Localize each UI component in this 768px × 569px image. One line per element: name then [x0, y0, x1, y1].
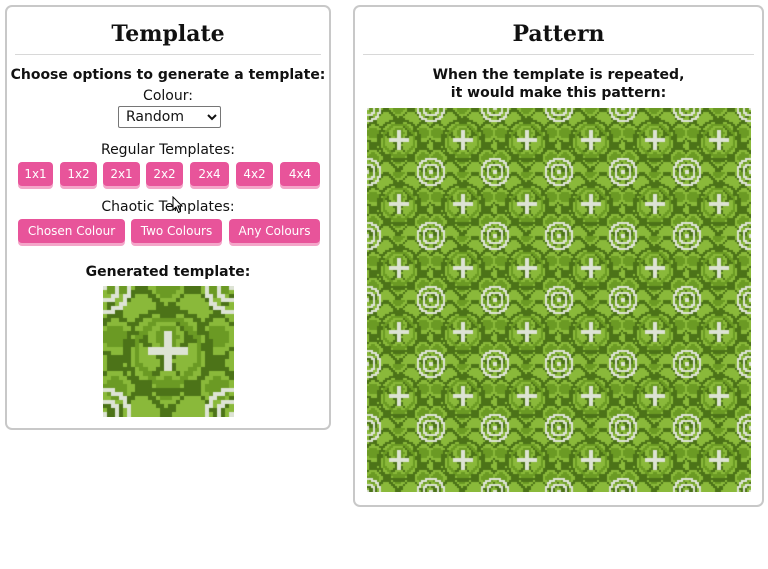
title-divider	[363, 54, 754, 55]
mouse-pointer-icon	[172, 196, 184, 214]
generated-template-label: Generated template:	[85, 264, 251, 280]
template-title: Template	[111, 21, 225, 47]
chaotic-templates-label: Chaotic Templates:	[101, 199, 235, 215]
regular-4x4-button[interactable]: 4x4	[280, 162, 320, 186]
regular-1x1-button[interactable]: 1x1	[18, 162, 53, 186]
regular-2x1-button[interactable]: 2x1	[103, 162, 140, 186]
pattern-caption-line1: When the template is repeated,	[432, 67, 685, 83]
pattern-image	[367, 108, 751, 492]
colour-label: Colour:	[143, 88, 193, 104]
regular-2x4-button[interactable]: 2x4	[190, 162, 229, 186]
regular-2x2-button[interactable]: 2x2	[146, 162, 183, 186]
instructions-text: Choose options to generate a template:	[10, 67, 326, 83]
regular-templates-label: Regular Templates:	[100, 142, 236, 158]
chaotic-any-colours-button[interactable]: Any Colours	[229, 219, 320, 243]
generated-template-image	[103, 286, 234, 417]
regular-1x2-button[interactable]: 1x2	[60, 162, 97, 186]
pattern-title: Pattern	[512, 21, 605, 47]
regular-4x2-button[interactable]: 4x2	[236, 162, 273, 186]
chaotic-two-colours-button[interactable]: Two Colours	[131, 219, 222, 243]
title-divider	[15, 54, 321, 55]
template-panel: Template Choose options to generate a te…	[5, 5, 331, 430]
pattern-caption-line2: it would make this pattern:	[450, 85, 667, 101]
colour-select[interactable]: Random	[118, 106, 221, 128]
chaotic-chosen-colour-button[interactable]: Chosen Colour	[18, 219, 125, 243]
pattern-panel: Pattern When the template is repeated, i…	[353, 5, 764, 507]
